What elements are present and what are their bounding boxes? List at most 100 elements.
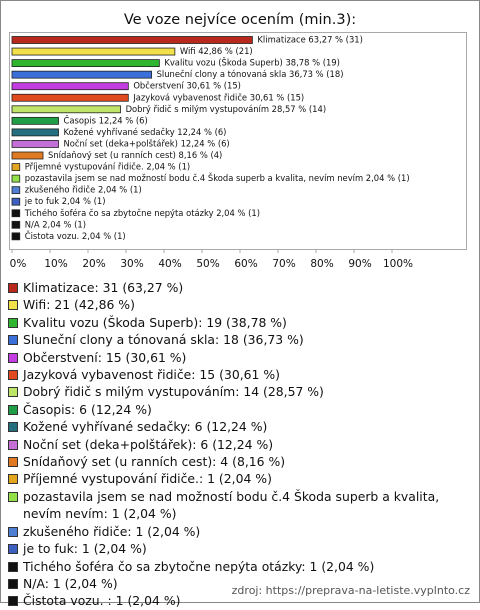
legend-swatch bbox=[8, 335, 18, 346]
bar-label: Klimatizace 63,27 % (31) bbox=[257, 35, 362, 45]
bar-label: je to fuk 2,04 % (1) bbox=[24, 196, 106, 206]
bar-label: zkušeného řidiče 2,04 % (1) bbox=[25, 185, 142, 195]
legend-item: Kožené vyhřívané sedačky: 6 (12,24 %) bbox=[8, 418, 470, 435]
bar bbox=[11, 151, 44, 160]
bar-label: Časopis 12,24 % (6) bbox=[64, 114, 148, 125]
x-tick-label: 20% bbox=[82, 258, 105, 270]
legend-item: pozastavila jsem se nad možností bodu č.… bbox=[8, 488, 470, 523]
bar bbox=[11, 105, 121, 114]
legend-swatch bbox=[8, 300, 18, 311]
bar bbox=[11, 59, 160, 67]
chart: Ve voze nejvíce ocením (min.3): 0% 10% 20%… bbox=[9, 12, 467, 270]
legend-item: Tichého šoféra čo sa zbytočne nepýta otá… bbox=[8, 558, 470, 575]
x-tick-label: 50% bbox=[196, 258, 219, 270]
legend-label: zkušeného řidiče: 1 (2,04 %) bbox=[23, 523, 201, 539]
x-tick-label: 80% bbox=[310, 258, 333, 270]
legend-swatch bbox=[8, 544, 18, 555]
x-tick-label: 60% bbox=[234, 258, 257, 270]
legend-item: Dobrý řidič s milým vystupováním: 14 (28… bbox=[8, 383, 470, 400]
legend-label: Časopis: 6 (12,24 %) bbox=[23, 401, 152, 417]
legend-item: je to fuk: 1 (2,04 %) bbox=[8, 540, 470, 557]
bar bbox=[11, 70, 152, 79]
legend-label: Kožené vyhřívané sedačky: 6 (12,24 %) bbox=[23, 419, 268, 435]
chart-title: Ve voze nejvíce ocením (min.3): bbox=[124, 12, 356, 28]
legend-swatch bbox=[8, 404, 18, 415]
bar bbox=[11, 163, 21, 171]
source: zdroj: https://preprava-na-letiste.vypln… bbox=[231, 584, 470, 597]
legend-label: pozastavila jsem se nad možností bodu č.… bbox=[23, 488, 440, 522]
x-tick-label: 100% bbox=[383, 258, 413, 270]
bar-label: Snídaňový set (u ranních cest) 8,16 % (4… bbox=[48, 150, 222, 160]
legend-item: zkušeného řidiče: 1 (2,04 %) bbox=[8, 523, 470, 540]
bar bbox=[11, 93, 129, 102]
x-tick-label: 30% bbox=[120, 258, 143, 270]
bar-label: Jazyková vybavenost řidiče 30,61 % (15) bbox=[132, 92, 304, 102]
legend-swatch bbox=[8, 474, 18, 485]
legend-swatch bbox=[8, 422, 18, 433]
bar-label: N/A 2,04 % (1) bbox=[25, 219, 86, 229]
bar bbox=[11, 232, 21, 241]
legend-label: je to fuk: 1 (2,04 %) bbox=[23, 541, 147, 557]
bar bbox=[11, 174, 21, 183]
bar-label: Kvalitu vozu (Škoda Superb) 38,78 % (19) bbox=[164, 57, 340, 68]
legend-item: Wifi: 21 (42,86 %) bbox=[8, 296, 470, 313]
legend-swatch bbox=[8, 439, 18, 450]
bar bbox=[11, 36, 253, 44]
legend-label: Dobrý řidič s milým vystupováním: 14 (28… bbox=[23, 384, 324, 400]
legend-label: Wifi: 21 (42,86 %) bbox=[23, 297, 135, 313]
bar-label: Občerstvení 30,61 % (15) bbox=[133, 81, 241, 91]
legend-label: Čistota vozu. : 1 (2,04 %) bbox=[23, 593, 181, 609]
x-tick-label: 70% bbox=[272, 258, 295, 270]
legend-swatch bbox=[8, 370, 18, 381]
bar-label: Čistota vozu. 2,04 % (1) bbox=[25, 230, 126, 241]
legend-label: Sluneční clony a tónovaná skla: 18 (36,7… bbox=[23, 332, 304, 348]
legend-label: Občerstvení: 15 (30,61 %) bbox=[23, 349, 187, 365]
plot-frame bbox=[9, 32, 467, 250]
x-tick-label: 90% bbox=[348, 258, 371, 270]
legend-label: Noční set (deka+polštářek): 6 (12,24 %) bbox=[23, 436, 274, 452]
legend-swatch bbox=[8, 387, 18, 398]
legend-swatch bbox=[8, 578, 18, 589]
legend-item: Noční set (deka+polštářek): 6 (12,24 %) bbox=[8, 436, 470, 453]
bar-label: Kožené vyhřívané sedačky 12,24 % (6) bbox=[64, 127, 227, 137]
bar bbox=[11, 128, 59, 137]
legend-label: Snídaňový set (u ranních cest): 4 (8,16 … bbox=[23, 454, 286, 470]
legend-item: Snídaňový set (u ranních cest): 4 (8,16 … bbox=[8, 453, 470, 470]
legend-swatch bbox=[8, 352, 18, 363]
bar-label: Tichého šoféra čo sa zbytočne nepýta otá… bbox=[24, 208, 260, 218]
bar-label: Sluneční clony a tónovaná skla 36,73 % (… bbox=[157, 69, 344, 79]
bar bbox=[11, 186, 21, 195]
bar bbox=[11, 82, 129, 91]
legend-swatch bbox=[8, 596, 18, 607]
bar-label: Noční set (deka+polštářek) 12,24 % (6) bbox=[64, 138, 230, 148]
legend: Klimatizace: 31 (63,27 %) Wifi: 21 (42,86… bbox=[8, 279, 470, 610]
legend-label: Jazyková vybavenost řidiče: 15 (30,61 %) bbox=[23, 367, 280, 383]
legend-swatch bbox=[8, 457, 18, 468]
bar bbox=[11, 220, 21, 229]
legend-label: N/A: 1 (2,04 %) bbox=[23, 575, 118, 591]
x-tick-label: 0% bbox=[10, 258, 27, 270]
legend-item: Příjemné vystupování řidiče.: 1 (2,04 %) bbox=[8, 470, 470, 487]
legend-swatch bbox=[8, 561, 18, 572]
legend-item: N/A: 1 (2,04 %) bbox=[8, 575, 470, 592]
legend-item: Kvalitu vozu (Škoda Superb): 19 (38,78 %… bbox=[8, 314, 470, 331]
bar-label: Dobrý řidič s milým vystupováním 28,57 %… bbox=[126, 104, 327, 114]
bar-label: pozastavila jsem se nad možností bodu č.… bbox=[25, 172, 410, 183]
bar bbox=[11, 209, 21, 218]
legend-swatch bbox=[8, 491, 18, 502]
legend-label: Příjemné vystupování řidiče.: 1 (2,04 %) bbox=[23, 471, 272, 487]
legend-item: Sluneční clony a tónovaná skla: 18 (36,7… bbox=[8, 331, 470, 348]
bar-label: Příjemné vystupování řidiče. 2,04 % (1) bbox=[25, 162, 190, 172]
bar bbox=[11, 116, 59, 125]
legend-swatch bbox=[8, 283, 18, 293]
x-tick-label: 40% bbox=[158, 258, 181, 270]
bar bbox=[11, 197, 21, 206]
bar bbox=[11, 140, 59, 148]
legend-item: Časopis: 6 (12,24 %) bbox=[8, 401, 470, 418]
x-tick-label: 10% bbox=[44, 258, 67, 270]
legend-item: Jazyková vybavenost řidiče: 15 (30,61 %) bbox=[8, 366, 470, 383]
legend-label: Klimatizace: 31 (63,27 %) bbox=[23, 280, 184, 295]
legend-item: Občerstvení: 15 (30,61 %) bbox=[8, 349, 470, 366]
legend-swatch bbox=[8, 317, 18, 328]
bar bbox=[11, 47, 176, 56]
